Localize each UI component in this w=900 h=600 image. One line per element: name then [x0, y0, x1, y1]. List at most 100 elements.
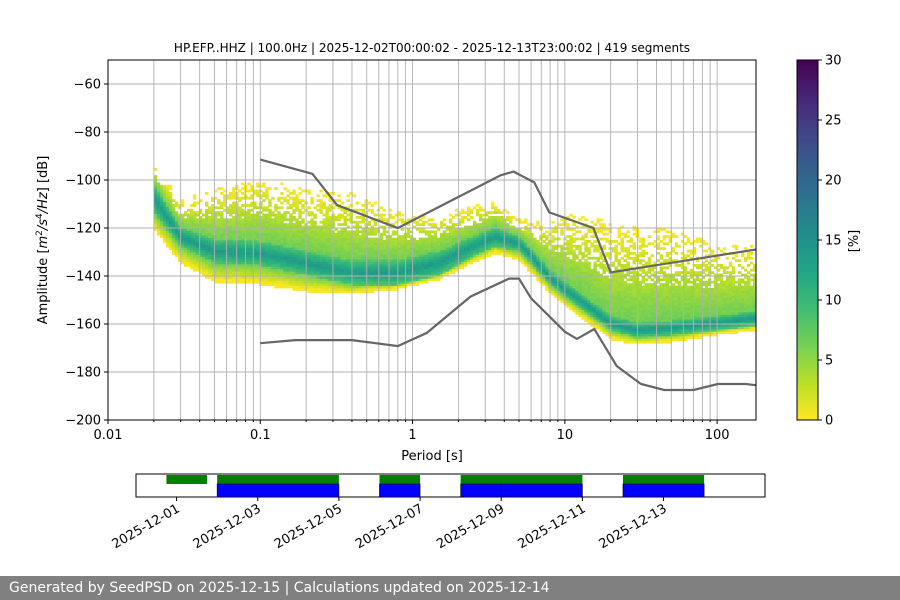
- psd-cell: [436, 261, 441, 265]
- psd-cell: [226, 235, 230, 238]
- psd-cell: [346, 264, 350, 267]
- psd-cell: [485, 218, 489, 222]
- psd-cell: [545, 244, 549, 248]
- psd-cell: [292, 196, 296, 200]
- psd-cell: [168, 204, 173, 207]
- psd-cell: [256, 220, 260, 224]
- psd-cell: [620, 266, 624, 270]
- psd-cell: [596, 259, 600, 262]
- psd-cell: [217, 278, 221, 282]
- psd-cell: [241, 252, 245, 255]
- psd-cell: [602, 307, 606, 310]
- psd-cell: [545, 230, 549, 234]
- psd-cell: [560, 268, 564, 272]
- psd-cell: [349, 249, 353, 253]
- psd-cell: [503, 235, 507, 238]
- psd-cell: [400, 235, 405, 238]
- psd-cell: [343, 218, 347, 222]
- psd-cell: [638, 304, 642, 308]
- psd-cell: [232, 240, 236, 243]
- psd-cell: [671, 292, 676, 296]
- psd-cell: [500, 228, 504, 231]
- psd-cell: [322, 201, 326, 205]
- psd-cell: [238, 244, 242, 248]
- psd-cell: [554, 228, 558, 231]
- psd-cell: [569, 300, 573, 303]
- psd-cell: [265, 194, 269, 198]
- psd-cell: [439, 252, 444, 255]
- psd-cell: [445, 261, 450, 265]
- psd-cell: [192, 252, 197, 255]
- psd-cell: [551, 244, 555, 248]
- psd-cell: [310, 288, 314, 291]
- psd-cell: [530, 232, 534, 236]
- psd-cell: [638, 340, 642, 344]
- psd-cell: [199, 271, 203, 274]
- psd-cell: [557, 266, 561, 270]
- psd-cell: [394, 261, 399, 265]
- psd-cell: [298, 278, 302, 282]
- psd-cell: [153, 177, 158, 181]
- psd-cell: [557, 256, 561, 260]
- psd-cell: [527, 235, 531, 238]
- psd-cell: [626, 312, 630, 315]
- psd-cell: [608, 223, 612, 226]
- psd-cell: [485, 237, 489, 241]
- psd-cell: [671, 232, 676, 236]
- psd-cell: [319, 276, 323, 279]
- psd-cell: [202, 254, 206, 258]
- psd-cell: [328, 232, 332, 236]
- psd-cell: [340, 235, 344, 238]
- psd-cell: [506, 211, 510, 214]
- psd-cell: [445, 242, 450, 246]
- psd-cell: [325, 285, 329, 289]
- psd-cell: [620, 302, 624, 306]
- psd-cell: [647, 326, 652, 330]
- psd-cell: [608, 328, 612, 332]
- psd-cell: [289, 218, 293, 222]
- psd-cell: [421, 220, 426, 224]
- psd-cell: [328, 249, 332, 253]
- psd-cell: [319, 252, 323, 255]
- psd-cell: [355, 278, 359, 282]
- psd-cell: [220, 201, 224, 205]
- psd-cell: [617, 278, 621, 282]
- psd-cell: [259, 211, 263, 214]
- psd-cell: [647, 328, 652, 332]
- psd-cell: [433, 230, 438, 234]
- psd-cell: [671, 314, 676, 318]
- psd-cell: [509, 235, 513, 238]
- psd-cell: [247, 259, 251, 262]
- psd-cell: [277, 249, 281, 253]
- psd-cell: [277, 230, 281, 234]
- psd-cell: [358, 288, 362, 291]
- psd-cell: [584, 240, 588, 243]
- psd-cell: [319, 211, 323, 214]
- psd-cell: [466, 230, 471, 234]
- psd-cell: [485, 240, 489, 243]
- psd-cell: [412, 276, 417, 279]
- psd-cell: [298, 249, 302, 253]
- psd-cell: [349, 252, 353, 255]
- psd-cell: [208, 266, 212, 270]
- psd-cell: [632, 321, 636, 325]
- psd-cell: [370, 230, 375, 234]
- psd-cell: [319, 201, 323, 205]
- psd-cell: [262, 283, 266, 286]
- psd-cell: [638, 292, 642, 296]
- psd-cell: [560, 266, 564, 270]
- psd-cell: [632, 297, 636, 301]
- psd-cell: [202, 213, 206, 217]
- psd-cell: [650, 273, 655, 277]
- psd-cell: [415, 220, 420, 224]
- psd-cell: [180, 232, 185, 236]
- psd-cell: [271, 225, 275, 229]
- psd-cell: [560, 254, 564, 258]
- psd-cell: [599, 297, 603, 301]
- psd-cell: [301, 273, 305, 277]
- psd-cell: [412, 278, 417, 282]
- psd-cell: [494, 249, 498, 253]
- psd-cell: [575, 256, 579, 260]
- psd-cell: [436, 266, 441, 270]
- psd-cell: [599, 309, 603, 313]
